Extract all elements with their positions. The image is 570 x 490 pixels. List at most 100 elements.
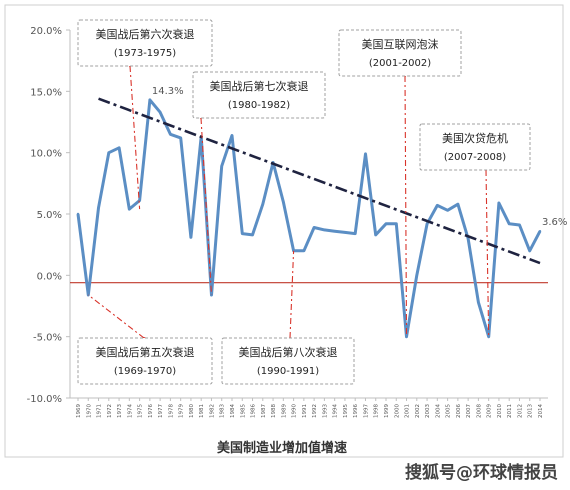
y-tick-label: -5.0% xyxy=(33,333,62,344)
data-point xyxy=(395,222,398,226)
annotation-arrow xyxy=(125,59,141,210)
x-tick-label: 2000 xyxy=(394,404,400,418)
x-tick-label: 1995 xyxy=(343,404,349,418)
data-point xyxy=(497,201,501,205)
annotation-title: 美国战后第六次衰退 xyxy=(96,27,195,41)
x-tick-label: 1998 xyxy=(374,404,380,418)
annotation-title: 美国战后第七次衰退 xyxy=(210,79,309,93)
x-tick-label: 1987 xyxy=(261,404,267,418)
x-tick-label: 2002 xyxy=(415,404,421,418)
data-point xyxy=(158,110,162,114)
x-tick-label: 1978 xyxy=(168,404,174,418)
data-point xyxy=(477,301,480,304)
x-tick-label: 1997 xyxy=(363,404,369,418)
data-point xyxy=(446,209,449,212)
x-tick-label: 1986 xyxy=(251,404,257,418)
x-tick-label: 1981 xyxy=(199,404,205,418)
data-point xyxy=(312,226,316,229)
x-tick-label: 1990 xyxy=(292,404,298,418)
annotation-title: 美国战后第八次衰退 xyxy=(239,345,338,359)
x-tick-label: 1999 xyxy=(384,404,390,418)
data-point xyxy=(364,152,367,156)
x-tick-label: 1989 xyxy=(281,404,287,418)
data-point xyxy=(220,164,223,168)
annotation-period: (1973-1975) xyxy=(114,48,176,59)
x-tick-label: 1983 xyxy=(220,404,226,418)
x-tick-label: 1974 xyxy=(127,404,133,418)
data-point xyxy=(518,223,521,227)
annotation-box xyxy=(77,19,213,67)
x-tick-label: 1988 xyxy=(271,404,277,418)
x-tick-label: 1980 xyxy=(189,404,195,418)
data-point xyxy=(538,229,542,233)
annotation-box xyxy=(192,71,326,119)
annotation-box xyxy=(338,29,462,77)
annotation-box xyxy=(419,123,531,171)
data-point xyxy=(528,249,531,252)
data-point xyxy=(169,133,172,136)
data-point xyxy=(354,232,357,235)
data-point xyxy=(333,229,336,233)
data-point xyxy=(487,335,490,338)
annotation-arrow xyxy=(196,111,213,295)
annotation-arrow xyxy=(87,294,152,345)
x-tick-label: 1973 xyxy=(117,404,123,418)
data-point xyxy=(466,237,470,240)
annotation-arrow xyxy=(400,69,409,337)
data-point xyxy=(374,233,377,237)
x-tick-label: 2007 xyxy=(466,404,472,418)
x-tick-label: 1994 xyxy=(333,404,339,418)
data-point xyxy=(343,231,347,234)
data-point xyxy=(128,207,131,211)
data-point xyxy=(107,151,111,154)
data-label: 14.3% xyxy=(152,86,184,97)
x-tick-label: 2009 xyxy=(487,404,493,418)
series-line xyxy=(76,98,542,339)
data-point xyxy=(415,274,418,277)
annotation-title: 美国战后第五次衰退 xyxy=(96,345,195,359)
x-tick-label: 2008 xyxy=(476,404,482,418)
x-tick-label: 2014 xyxy=(538,404,544,418)
watermark-text: 搜狐号@环球情报员 xyxy=(405,462,558,483)
annotation-title: 美国互联网泡沫 xyxy=(362,37,439,51)
annotation-period: (2007-2008) xyxy=(444,152,506,163)
y-tick-label: 15.0% xyxy=(30,87,62,98)
data-point xyxy=(76,212,80,216)
annotation-period: (1969-1970) xyxy=(114,366,176,377)
x-tick-label: 2005 xyxy=(446,404,452,418)
data-point xyxy=(179,136,182,140)
data-point xyxy=(97,206,100,210)
y-tick-label: -10.0% xyxy=(27,394,62,405)
x-tick-label: 1991 xyxy=(302,404,308,418)
data-point xyxy=(508,222,511,226)
trend-line xyxy=(98,97,541,265)
data-label: 3.6% xyxy=(542,217,567,228)
x-tick-label: 1993 xyxy=(322,404,328,418)
data-point xyxy=(241,232,244,235)
annotation-period: (1980-1982) xyxy=(228,100,290,111)
chart-title: 美国制造业增加值增速 xyxy=(217,440,347,456)
data-point xyxy=(302,249,306,252)
x-tick-label: 2011 xyxy=(507,404,513,418)
x-tick-label: 2012 xyxy=(517,404,523,418)
data-point xyxy=(436,204,439,207)
x-tick-label: 2013 xyxy=(528,404,534,418)
annotation-box xyxy=(77,337,213,385)
annotation-period: (2001-2002) xyxy=(369,58,431,69)
data-point xyxy=(405,335,408,338)
y-tick-label: 0.0% xyxy=(37,271,62,282)
data-point xyxy=(384,222,388,226)
annotation-period: (1990-1991) xyxy=(257,366,319,377)
annotation-arrow xyxy=(285,250,295,345)
data-point xyxy=(456,202,460,206)
data-point xyxy=(189,236,193,239)
x-tick-label: 2001 xyxy=(405,404,411,418)
x-tick-label: 1977 xyxy=(158,404,164,418)
data-point xyxy=(425,222,429,226)
data-point xyxy=(282,200,285,203)
x-tick-label: 1985 xyxy=(240,404,246,418)
data-point xyxy=(323,228,326,232)
x-tick-label: 1984 xyxy=(230,404,236,418)
x-tick-label: 2010 xyxy=(497,404,503,418)
